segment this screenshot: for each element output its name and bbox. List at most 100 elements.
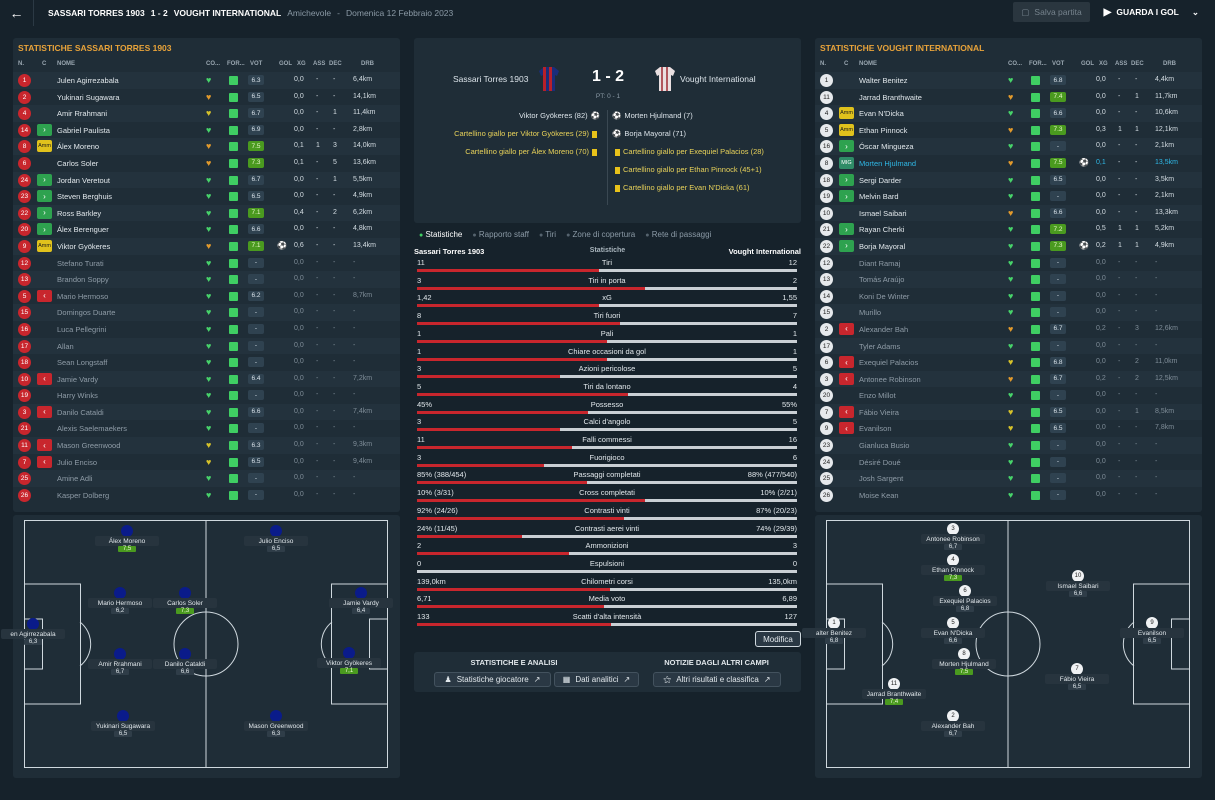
tab-2[interactable]: ● Tiri	[538, 230, 557, 239]
player-name[interactable]: Antonee Robinson	[859, 374, 921, 384]
player-row[interactable]: 26 Moise Kean ♥ - 0,0 - - -	[815, 487, 1202, 504]
player-name[interactable]: Alexander Bah	[859, 324, 909, 334]
player-name[interactable]: Borja Mayoral	[859, 241, 906, 251]
player-name[interactable]: Moise Kean	[859, 490, 899, 500]
player-name[interactable]: Josh Sargent	[859, 474, 904, 484]
player-name[interactable]: Enzo Millot	[859, 391, 896, 401]
player-name[interactable]: Mario Hermoso	[57, 291, 109, 301]
analytics-button[interactable]: ▦ Dati analitici ↗	[554, 672, 639, 687]
player-name[interactable]: Evan N'Dicka	[859, 109, 904, 119]
player-name[interactable]: Carlos Soler	[57, 158, 99, 168]
player-name[interactable]: Alexis Saelemaekers	[57, 424, 128, 434]
player-row[interactable]: 16 Luca Pellegrini ♥ - 0,0 - - -	[13, 321, 400, 338]
player-name[interactable]: Danilo Cataldi	[57, 407, 104, 417]
player-name[interactable]: Stefano Turati	[57, 258, 104, 268]
player-name[interactable]: Tyler Adams	[859, 341, 901, 351]
player-name[interactable]: Gabriel Paulista	[57, 125, 110, 135]
modifica-button[interactable]: Modifica	[755, 631, 801, 647]
player-name[interactable]: Jamie Vardy	[57, 374, 99, 384]
column-header-drb[interactable]: DRB	[361, 61, 374, 67]
tab-4[interactable]: ● Rete di passaggi	[645, 230, 712, 239]
player-name[interactable]: Óscar Mingueza	[859, 142, 914, 152]
player-name[interactable]: Domingos Duarte	[57, 308, 116, 318]
player-row[interactable]: 12 Diant Ramaj ♥ - 0,0 - - -	[815, 255, 1202, 272]
player-name[interactable]: Ethan Pinnock	[859, 125, 908, 135]
player-row[interactable]: 13 Tomás Araújo ♥ - 0,0 - - -	[815, 271, 1202, 288]
column-header-ass[interactable]: ASS	[313, 61, 326, 67]
player-row[interactable]: 6 Carlos Soler ♥ 7.3 0,1 - 5 13,6km	[13, 155, 400, 172]
column-header-gol[interactable]: GOL	[279, 61, 292, 67]
player-name[interactable]: Álex Moreno	[57, 142, 100, 152]
player-name[interactable]: Exequiel Palacios	[859, 358, 919, 368]
player-row[interactable]: 7 ‹ Fábio Vieira ♥ 6.5 0,0 - 1 8,5km	[815, 403, 1202, 421]
player-row[interactable]: 11 Jarrad Branthwaite ♥ 7.4 0,0 - 1 11,7km	[815, 89, 1202, 106]
player-row[interactable]: 9 Amm Viktor Gyökeres ♥ 7.1 ⚽ 0,6 - - 13,4km	[13, 237, 400, 255]
player-row[interactable]: 4 Amir Rrahmani ♥ 6.7 0,0 - 1 11,4km	[13, 105, 400, 122]
column-header-ass[interactable]: ASS	[1115, 61, 1128, 67]
player-row[interactable]: 25 Josh Sargent ♥ - 0,0 - - -	[815, 470, 1202, 487]
player-name[interactable]: Viktor Gyökeres	[57, 241, 111, 251]
player-row[interactable]: 17 Allan ♥ - 0,0 - - -	[13, 337, 400, 355]
column-header-vot[interactable]: VOT	[250, 61, 263, 67]
player-name[interactable]: Jarrad Branthwaite	[859, 92, 922, 102]
player-row[interactable]: 19 › Melvin Bard ♥ - 0,0 - - 2,1km	[815, 188, 1202, 205]
player-row[interactable]: 23 Gianluca Busio ♥ - 0,0 - - -	[815, 437, 1202, 454]
player-name[interactable]: Allan	[57, 341, 74, 351]
player-name[interactable]: Amine Adli	[57, 474, 93, 484]
column-header-xg[interactable]: XG	[297, 61, 306, 67]
player-row[interactable]: 10 ‹ Jamie Vardy ♥ 6.4 0,0 - - 7,2km	[13, 370, 400, 388]
player-name[interactable]: Steven Berghuis	[57, 192, 113, 202]
player-row[interactable]: 14 › Gabriel Paulista ♥ 6.9 0,0 - - 2,8km	[13, 122, 400, 139]
player-row[interactable]: 3 ‹ Antonee Robinson ♥ 6.7 0,2 - 2 12,5km	[815, 370, 1202, 388]
player-row[interactable]: 6 ‹ Exequiel Palacios ♥ 6.8 0,0 - 2 11,0km	[815, 354, 1202, 371]
player-name[interactable]: Julio Enciso	[57, 457, 98, 467]
player-row[interactable]: 23 › Steven Berghuis ♥ 6.5 0,0 - - 4,9km	[13, 188, 400, 205]
watch-goals-button[interactable]: ▶ GUARDA I GOL ⌄	[1103, 6, 1199, 18]
player-row[interactable]: 21 Alexis Saelemaekers ♥ - 0,0 - - -	[13, 420, 400, 437]
player-name[interactable]: Yukinari Sugawara	[57, 92, 120, 102]
player-name[interactable]: Álex Berenguer	[57, 225, 109, 235]
player-name[interactable]: Sean Longstaff	[57, 358, 108, 368]
tab-0[interactable]: ● Statistiche	[419, 230, 463, 239]
player-row[interactable]: 25 Amine Adli ♥ - 0,0 - - -	[13, 470, 400, 487]
column-header-for[interactable]: FOR...	[1029, 61, 1047, 67]
player-name[interactable]: Harry Winks	[57, 391, 98, 401]
column-header-c[interactable]: C	[42, 61, 47, 67]
player-row[interactable]: 22 › Ross Barkley ♥ 7.1 0,4 - 2 6,2km	[13, 204, 400, 222]
player-name[interactable]: Jordan Veretout	[57, 175, 110, 185]
player-row[interactable]: 20 › Álex Berenguer ♥ 6.6 0,0 - - 4,8km	[13, 221, 400, 238]
player-name[interactable]: Julen Agirrezabala	[57, 76, 119, 85]
column-header-drb[interactable]: DRB	[1163, 61, 1176, 67]
column-header-gol[interactable]: GOL	[1081, 61, 1094, 67]
player-stats-button[interactable]: ♟ Statistiche giocatore ↗	[434, 672, 551, 687]
player-row[interactable]: 9 ‹ Evanilson ♥ 6.5 0,0 - - 7,8km	[815, 420, 1202, 437]
player-name[interactable]: Murillo	[859, 308, 882, 318]
player-row[interactable]: 18 Sean Longstaff ♥ - 0,0 - - -	[13, 354, 400, 371]
back-button[interactable]: ←	[0, 0, 34, 26]
player-row[interactable]: 5 Amm Ethan Pinnock ♥ 7.3 0,3 1 1 12,1km	[815, 122, 1202, 139]
column-header-xg[interactable]: XG	[1099, 61, 1108, 67]
player-row[interactable]: 15 Murillo ♥ - 0,0 - - -	[815, 304, 1202, 321]
player-row[interactable]: 13 Brandon Soppy ♥ - 0,0 - - -	[13, 271, 400, 288]
player-row[interactable]: 12 Stefano Turati ♥ - 0,0 - - -	[13, 255, 400, 272]
player-name[interactable]: Rayan Cherki	[859, 225, 905, 235]
player-name[interactable]: Désiré Doué	[859, 457, 901, 467]
player-row[interactable]: 8 Amm Álex Moreno ♥ 7.5 0,1 1 3 14,0km	[13, 138, 400, 155]
tab-3[interactable]: ● Zone di copertura	[566, 230, 636, 239]
player-row[interactable]: 11 ‹ Mason Greenwood ♥ 6.3 0,0 - - 9,3km	[13, 437, 400, 454]
player-row[interactable]: 1 Julen Agirrezabala ♥ 6.3 0,0 - - 6,4km	[13, 72, 400, 89]
player-row[interactable]: 4 Amm Evan N'Dicka ♥ 6.6 0,0 - - 10,6km	[815, 105, 1202, 122]
player-row[interactable]: 15 Domingos Duarte ♥ - 0,0 - - -	[13, 304, 400, 321]
player-name[interactable]: Kasper Dolberg	[57, 490, 110, 500]
column-header-name[interactable]: NOME	[859, 61, 877, 67]
player-name[interactable]: Tomás Araújo	[859, 275, 905, 285]
player-name[interactable]: Fábio Vieira	[859, 407, 899, 417]
player-row[interactable]: 1 Walter Benitez ♥ 6.8 0,0 - - 4,4km	[815, 72, 1202, 89]
column-header-c[interactable]: C	[844, 61, 849, 67]
other-results-button[interactable]: ⚝ Altri risultati e classifica ↗	[653, 672, 781, 687]
player-row[interactable]: 20 Enzo Millot ♥ - 0,0 - - -	[815, 387, 1202, 404]
player-row[interactable]: 2 Yukinari Sugawara ♥ 6.5 0,0 - - 14,1km	[13, 89, 400, 106]
player-row[interactable]: 21 › Rayan Cherki ♥ 7.2 0,5 1 1 5,2km	[815, 221, 1202, 238]
player-row[interactable]: 26 Kasper Dolberg ♥ - 0,0 - - -	[13, 487, 400, 504]
player-name[interactable]: Ismael Saibari	[859, 208, 907, 218]
